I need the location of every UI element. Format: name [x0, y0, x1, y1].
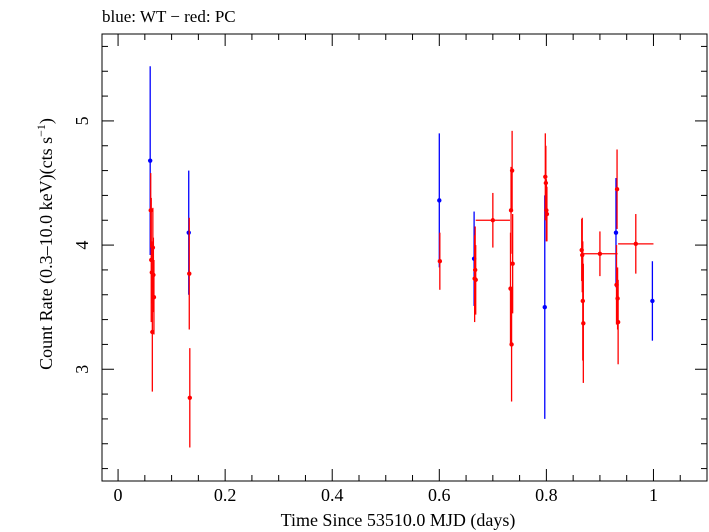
- data-point: [615, 319, 621, 325]
- plot-frame: [101, 33, 708, 482]
- data-point: [581, 321, 586, 326]
- data-point: [544, 211, 550, 217]
- x-tick-label: 0.8: [535, 485, 558, 505]
- x-tick-label: 1: [649, 485, 658, 505]
- y-axis-label-exponent: −1: [34, 124, 48, 137]
- data-point: [187, 395, 193, 401]
- data-point: [490, 218, 496, 223]
- data-point: [633, 241, 638, 247]
- x-axis-label: Time Since 53510.0 MJD (days): [281, 510, 516, 531]
- data-point: [437, 198, 442, 203]
- y-axis-label: Count Rate (0.3–10.0 keV)(cts s−1): [34, 118, 57, 370]
- x-tick-label: 0.4: [321, 485, 344, 505]
- data-point: [473, 277, 478, 283]
- data-point: [510, 261, 515, 266]
- data-point: [650, 298, 655, 304]
- data-point: [147, 158, 153, 163]
- data-point: [542, 304, 547, 310]
- data-series: [147, 66, 655, 448]
- data-point: [437, 259, 443, 264]
- chart-title: blue: WT − red: PC: [102, 7, 236, 26]
- axes: 0 0.2 0.4 0.6 0.8 1 3 4 5: [72, 34, 708, 505]
- data-point: [509, 342, 514, 347]
- data-point: [187, 271, 192, 276]
- y-axis-label-close: ): [36, 118, 57, 124]
- y-tick-label: 5: [72, 116, 92, 125]
- series-1: [148, 130, 654, 448]
- y-axis-label-main: Count Rate (0.3–10.0 keV)(cts s: [36, 137, 57, 370]
- x-tick-label: 0: [114, 485, 123, 505]
- data-point: [151, 295, 157, 300]
- data-point: [509, 168, 515, 173]
- data-point: [613, 230, 619, 235]
- data-point: [597, 251, 603, 256]
- y-tick-label: 4: [72, 241, 92, 250]
- x-tick-label: 0.6: [428, 485, 451, 505]
- x-tick-label: 0.2: [214, 485, 237, 505]
- series-0: [147, 66, 655, 419]
- data-point: [614, 187, 620, 192]
- y-tick-label: 3: [72, 365, 92, 374]
